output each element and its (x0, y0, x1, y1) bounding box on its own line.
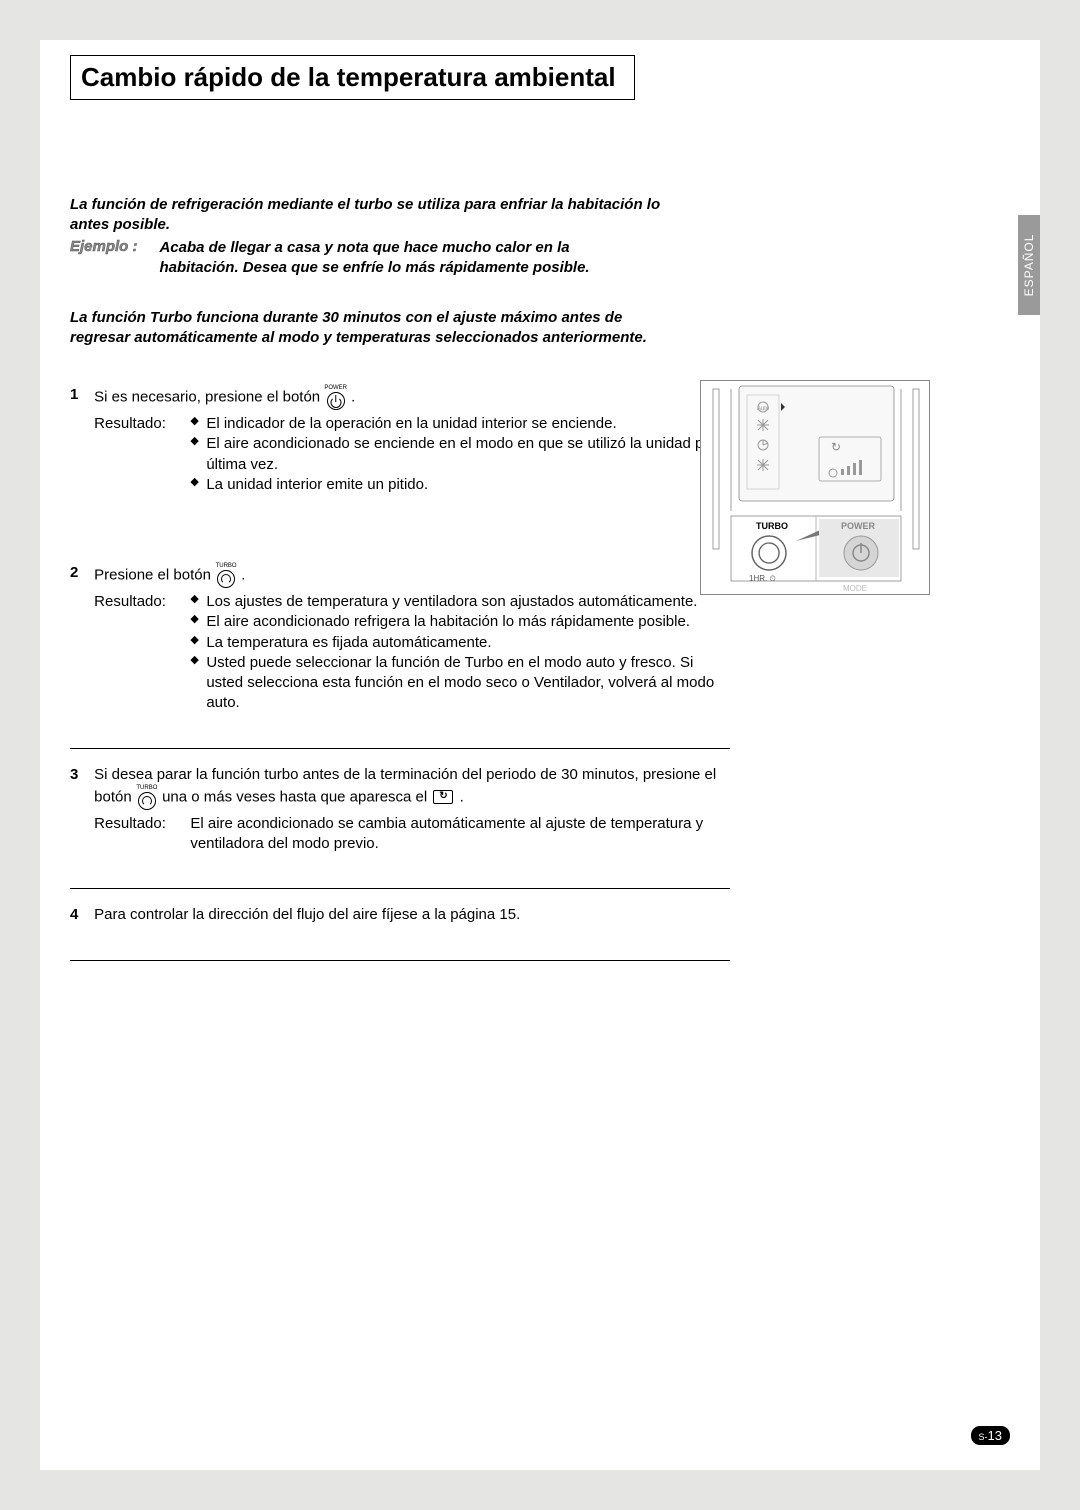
resultado-row: Resultado: El aire acondicionado se camb… (94, 814, 724, 855)
example-row: Ejemplo : Acaba de llegar a casa y nota … (70, 238, 670, 279)
resultado-label: Resultado: (94, 414, 186, 434)
separator (70, 748, 730, 749)
step-number: 2 (70, 563, 90, 583)
svg-text:Auto: Auto (757, 406, 770, 412)
page-number: S-13 (971, 1426, 1010, 1445)
resultado-body: El aire acondicionado se cambia automáti… (190, 814, 720, 855)
page-num-value: 13 (988, 1428, 1002, 1443)
step-text-after: . (241, 566, 245, 583)
bullet-item: El indicador de la operación en la unida… (190, 414, 720, 434)
turbo-icon (138, 792, 156, 810)
step-text-after: . (351, 388, 355, 405)
step-body: Si desea parar la función turbo antes de… (94, 765, 724, 855)
title-box: Cambio rápido de la temperatura ambienta… (70, 55, 635, 100)
resultado-body: Los ajustes de temperatura y ventiladora… (190, 592, 720, 714)
turbo-icon (217, 570, 235, 588)
resultado-label: Resultado: (94, 592, 186, 612)
step-number: 3 (70, 765, 90, 785)
step-number: 1 (70, 385, 90, 405)
step-body: Si es necesario, presione el botón POWER… (94, 385, 724, 495)
step-text-after: . (460, 788, 464, 805)
turbo-button-icon: TURBO (136, 785, 158, 810)
resultado-row: Resultado: El indicador de la operación … (94, 414, 724, 495)
mode-icon (433, 790, 453, 804)
page-content: Cambio rápido de la temperatura ambienta… (40, 40, 1040, 1470)
step-body: Presione el botón TURBO . Resultado: Los… (94, 563, 724, 714)
turbo-label: TURBO (756, 521, 788, 531)
separator (70, 960, 730, 961)
step-2: 2 Presione el botón TURBO . Resultado: L… (70, 563, 730, 724)
turbo-button-icon: TURBO (215, 563, 237, 588)
bullet-item: La unidad interior emite un pitido. (190, 475, 720, 495)
step-text: Si es necesario, presione el botón (94, 388, 324, 405)
intro-paragraph-1: La función de refrigeración mediante el … (70, 195, 670, 236)
remote-illustration: Auto ↻ TURBO (700, 380, 930, 595)
steps-container: 1 Si es necesario, presione el botón POW… (70, 385, 730, 977)
example-label: Ejemplo : (70, 238, 155, 255)
intro-paragraph-2: La función Turbo funciona durante 30 min… (70, 308, 670, 349)
hr-label: 1HR. ⏲ (749, 574, 776, 583)
power-button-icon: POWER (324, 385, 347, 410)
step-number: 4 (70, 905, 90, 925)
resultado-body: El indicador de la operación en la unida… (190, 414, 720, 495)
example-text: Acaba de llegar a casa y nota que hace m… (159, 238, 649, 279)
power-label: POWER (841, 521, 876, 531)
bullet-item: El aire acondicionado se enciende en el … (190, 434, 720, 475)
remote-svg: Auto ↻ TURBO (701, 381, 931, 596)
bullet-item: Usted puede seleccionar la función de Tu… (190, 653, 720, 714)
language-tab: ESPAÑOL (1018, 215, 1040, 315)
step-3: 3 Si desea parar la función turbo antes … (70, 765, 730, 865)
page-title: Cambio rápido de la temperatura ambienta… (81, 62, 616, 93)
power-icon (327, 392, 345, 410)
step-text: Presione el botón (94, 566, 215, 583)
resultado-row: Resultado: Los ajustes de temperatura y … (94, 592, 724, 714)
language-label: ESPAÑOL (1022, 234, 1036, 297)
page-prefix: S- (979, 1432, 988, 1442)
bullet-item: La temperatura es fijada automáticamente… (190, 633, 720, 653)
step-4: 4 Para controlar la dirección del flujo … (70, 905, 730, 935)
step-body: Para controlar la dirección del flujo de… (94, 905, 724, 925)
svg-text:↻: ↻ (831, 440, 841, 454)
bullet-item: El aire acondicionado refrigera la habit… (190, 612, 720, 632)
bullet-item: Los ajustes de temperatura y ventiladora… (190, 592, 720, 612)
step-1: 1 Si es necesario, presione el botón POW… (70, 385, 730, 505)
separator (70, 888, 730, 889)
resultado-label: Resultado: (94, 814, 186, 834)
step-text-mid: una o más veses hasta que aparesca el (162, 788, 431, 805)
mode-label: MODE (843, 584, 867, 593)
